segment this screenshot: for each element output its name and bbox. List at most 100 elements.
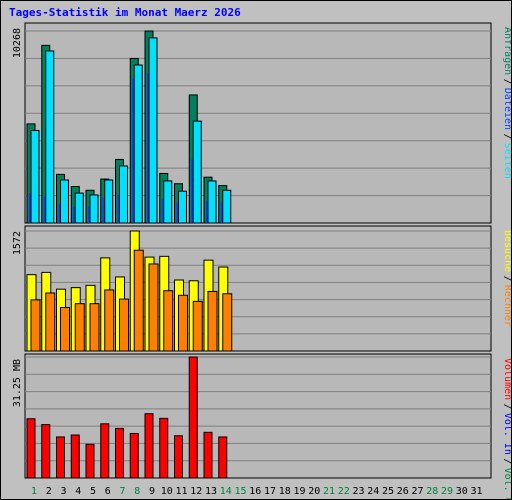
- bar-volumen-day-14: [218, 436, 228, 479]
- x-tick-label-day-27: 27: [411, 486, 423, 497]
- bar-seiten-day-7: [119, 165, 128, 224]
- x-tick-label-day-8: 8: [134, 486, 140, 497]
- legend-separator: /: [502, 79, 511, 85]
- panel-volume: 31.25 MB Volumen / Vol. In / Vol. Out: [12, 353, 511, 499]
- legend-item-besuche: Besuche: [502, 230, 511, 272]
- bar-rechner-day-4: [74, 303, 85, 352]
- x-tick-label-day-18: 18: [279, 486, 291, 497]
- x-tick-label-day-4: 4: [75, 486, 81, 497]
- x-tick-label-day-21: 21: [323, 486, 335, 497]
- x-tick-label-day-13: 13: [205, 486, 217, 497]
- x-tick-label-day-1: 1: [31, 486, 37, 497]
- bar-seiten-day-14: [222, 189, 232, 224]
- x-tick-label-day-17: 17: [264, 486, 276, 497]
- x-tick-label-day-25: 25: [382, 486, 394, 497]
- x-tick-label-day-7: 7: [119, 486, 125, 497]
- bar-seiten-day-6: [104, 179, 114, 224]
- x-tick-label-day-20: 20: [308, 486, 320, 497]
- bar-rechner-day-13: [207, 290, 218, 352]
- x-tick-label-day-10: 10: [161, 486, 173, 497]
- bar-rechner-day-10: [163, 290, 174, 352]
- x-tick-label-day-29: 29: [441, 486, 453, 497]
- x-tick-label-day-26: 26: [397, 486, 409, 497]
- x-tick-label-day-15: 15: [234, 486, 246, 497]
- bar-seiten-day-4: [74, 192, 84, 224]
- x-tick-label-day-28: 28: [426, 486, 438, 497]
- plot-area-volume: [24, 353, 492, 479]
- bar-volumen-day-13: [203, 431, 213, 479]
- x-tick-label-day-9: 9: [149, 486, 155, 497]
- x-tick-label-day-12: 12: [190, 486, 202, 497]
- bar-volumen-day-8: [129, 432, 139, 479]
- legend-separator: /: [502, 459, 511, 465]
- bar-rechner-day-11: [178, 294, 188, 352]
- legend-visits: Besuche / Rechner: [502, 230, 511, 327]
- legend-volume: Volumen / Vol. In / Vol. Out: [502, 358, 511, 499]
- x-tick-label-day-3: 3: [60, 486, 66, 497]
- bar-seiten-day-3: [60, 179, 69, 224]
- legend-item-rechner: Rechner: [502, 285, 511, 327]
- bar-seiten-day-9: [148, 37, 158, 224]
- bar-seiten-day-2: [45, 50, 55, 224]
- x-tick-label-day-30: 30: [456, 486, 468, 497]
- bar-volumen-day-6: [100, 423, 110, 479]
- chart-title: Tages-Statistik im Monat Maerz 2026: [9, 6, 241, 19]
- x-tick-label-day-24: 24: [367, 486, 379, 497]
- x-tick-label-day-31: 31: [470, 486, 482, 497]
- bar-volumen-day-7: [115, 427, 124, 479]
- legend-hits: Anfragen / Dateien / Seiten: [502, 27, 511, 179]
- bar-rechner-day-1: [30, 299, 41, 352]
- scale-label-hits: 10268: [12, 28, 23, 58]
- bar-volumen-day-3: [56, 436, 65, 479]
- x-tick-label-day-6: 6: [105, 486, 111, 497]
- bar-volumen-day-2: [41, 424, 51, 479]
- x-tick-label-day-5: 5: [90, 486, 96, 497]
- x-tick-label-day-16: 16: [249, 486, 261, 497]
- legend-item-volumen: Volumen: [502, 358, 511, 400]
- legend-separator: /: [502, 404, 511, 410]
- legend-separator: /: [502, 276, 511, 282]
- bar-rechner-day-8: [133, 249, 144, 352]
- bar-rechner-day-6: [104, 289, 115, 352]
- bar-volumen-day-9: [144, 413, 154, 479]
- bar-rechner-day-14: [222, 293, 233, 352]
- legend-item-seiten: Seiten: [502, 143, 511, 179]
- bar-seiten-day-1: [30, 129, 40, 224]
- x-tick-label-day-23: 23: [352, 486, 364, 497]
- x-tick-label-day-14: 14: [220, 486, 232, 497]
- bar-rechner-day-2: [45, 292, 56, 352]
- legend-item-vol-in: Vol. In: [502, 413, 511, 455]
- bar-seiten-day-13: [207, 180, 217, 224]
- bar-volumen-day-12: [188, 356, 198, 479]
- bar-volumen-day-10: [159, 417, 169, 479]
- bar-seiten-day-10: [163, 180, 173, 224]
- x-tick-label-day-19: 19: [293, 486, 305, 497]
- legend-item-dateien: Dateien: [502, 88, 511, 130]
- panel-visits: 1572 Besuche / Rechner: [12, 225, 511, 352]
- bar-seiten-day-11: [178, 190, 187, 224]
- bar-rechner-day-9: [148, 263, 159, 352]
- x-tick-label-day-22: 22: [338, 486, 350, 497]
- x-tick-label-day-2: 2: [46, 486, 52, 497]
- bar-volumen-day-1: [26, 418, 36, 479]
- bar-rechner-day-3: [60, 306, 70, 352]
- bar-seiten-day-8: [133, 64, 143, 224]
- legend-item-vol-out: Vol. Out: [502, 468, 511, 499]
- x-tick-label-day-11: 11: [175, 486, 187, 497]
- legend-separator: /: [502, 134, 511, 140]
- bar-volumen-day-5: [85, 443, 95, 479]
- scale-label-visits: 1572: [12, 231, 23, 255]
- bar-volumen-day-11: [174, 435, 183, 479]
- plot-area-hits: [24, 22, 492, 224]
- legend-item-anfragen: Anfragen: [502, 27, 511, 75]
- bar-seiten-day-12: [192, 120, 202, 224]
- bar-rechner-day-7: [119, 298, 129, 352]
- bar-rechner-day-12: [192, 300, 203, 352]
- scale-label-volume: 31.25 MB: [12, 359, 23, 407]
- panel-hits: 10268 Anfragen / Dateien / Seiten: [12, 22, 511, 224]
- bar-seiten-day-5: [89, 194, 99, 224]
- bar-volumen-day-4: [70, 434, 80, 479]
- bar-rechner-day-5: [89, 303, 100, 352]
